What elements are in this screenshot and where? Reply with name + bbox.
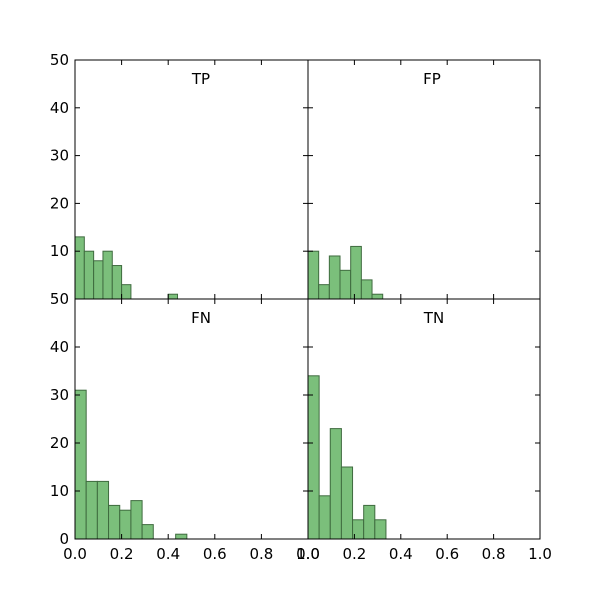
histogram-bar	[318, 495, 331, 540]
histogram-bar	[121, 284, 132, 300]
histogram-bar	[96, 480, 110, 540]
histogram-bar	[339, 269, 352, 300]
y-tick-label: 40	[50, 338, 69, 356]
x-tick-label: 1.0	[528, 545, 552, 563]
panel-title: FN	[191, 309, 211, 327]
histogram-bar	[374, 519, 387, 540]
histogram-bar	[141, 524, 154, 540]
y-tick-label: 20	[50, 434, 69, 452]
panel-frame	[307, 59, 541, 300]
x-tick-label: 0.2	[110, 545, 134, 563]
histogram-bar	[130, 500, 143, 540]
histogram-bar	[83, 250, 95, 300]
x-tick-label: 0.6	[435, 545, 459, 563]
y-tick-label: 50	[50, 290, 69, 308]
y-tick-label: 0	[59, 530, 69, 548]
histogram-bar	[102, 250, 113, 300]
x-tick-label: 0.8	[482, 545, 506, 563]
y-tick-label: 10	[50, 482, 69, 500]
x-tick-label: 0.0	[63, 545, 87, 563]
histogram-bar	[167, 293, 179, 300]
histogram-bar	[350, 245, 362, 300]
histogram-bar	[328, 255, 341, 300]
x-tick-label: 0.4	[156, 545, 180, 563]
x-tick-label: 0.6	[203, 545, 227, 563]
histogram-bar	[175, 533, 188, 540]
histogram-bar	[111, 265, 123, 300]
y-tick-label: 10	[50, 242, 69, 260]
histogram-bar	[340, 466, 354, 540]
x-tick-label: 1.0	[296, 545, 320, 563]
panel-fp: FP	[307, 59, 541, 300]
histogram-bar	[307, 375, 320, 540]
y-tick-label: 40	[50, 99, 69, 117]
panel-tn: 0.0 0.2 0.4 0.6 0.8 1.0 TN	[296, 298, 552, 563]
y-tick-label: 30	[50, 147, 69, 165]
panel-title: TP	[191, 70, 210, 88]
panel-title: TN	[423, 309, 444, 327]
x-tick-label: 0.0	[296, 545, 320, 563]
y-tick-label: 20	[50, 194, 69, 212]
histogram-bar	[363, 504, 376, 540]
y-tick-label: 50	[50, 51, 69, 69]
x-tick-label: 0.8	[249, 545, 273, 563]
histogram-bar	[85, 480, 98, 540]
panel-tp: 50 40 30 20 10 TP	[50, 51, 309, 300]
histogram-bar	[108, 504, 121, 540]
panel-frame	[307, 298, 541, 540]
panel-title: FP	[423, 70, 441, 88]
histogram-bar	[371, 293, 384, 300]
histogram-bar	[74, 389, 87, 540]
histogram-bar	[93, 260, 104, 300]
histogram-bar	[307, 250, 320, 300]
panel-frame	[74, 298, 309, 540]
x-tick-label: 0.4	[389, 545, 413, 563]
y-tick-label: 30	[50, 386, 69, 404]
histogram-bar	[329, 428, 342, 540]
histogram-bar	[318, 284, 330, 300]
histogram-bar	[360, 279, 373, 300]
x-tick-label: 0.2	[342, 545, 366, 563]
histogram-bar	[74, 236, 85, 300]
